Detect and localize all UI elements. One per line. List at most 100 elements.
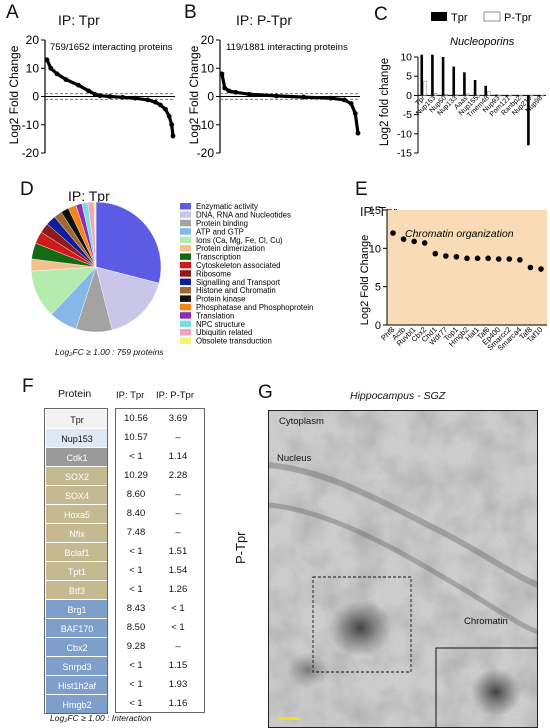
tpr-value: 10.56 [124, 413, 148, 424]
data-point [421, 240, 428, 246]
panel-c-ylabel: Log2 fold change [379, 58, 391, 146]
y-tick-label: 10 [26, 61, 40, 75]
protein-cell: SOX2 [45, 466, 109, 487]
y-tick-label: -10 [22, 118, 40, 132]
legend-label: Protein dimerization [196, 244, 265, 253]
panel-c-subtitle: Nucleoporins [450, 36, 515, 48]
fold-change-curve [220, 72, 360, 135]
legend-label: Enzymatic activity [196, 202, 258, 211]
bar-ptpr [444, 93, 448, 96]
legend-label: Transcription [196, 253, 241, 262]
tpr-value: < 1 [129, 546, 143, 557]
y-tick-label: 0 [32, 90, 39, 104]
data-point [145, 97, 151, 103]
y-tick-label: 0 [406, 90, 412, 102]
panel-a-title: IP: Tpr [58, 12, 100, 28]
data-point [517, 257, 523, 263]
data-point [170, 133, 176, 139]
y-tick-label: -10 [397, 128, 412, 140]
legend-label: ATP and GTP [196, 227, 244, 236]
y-tick-label: 20 [201, 33, 215, 47]
data-point [92, 91, 98, 97]
panel-letter-d: D [20, 179, 34, 200]
legend-swatch-ptpr [483, 11, 501, 22]
data-point [120, 94, 125, 100]
data-point [76, 82, 81, 88]
legend-label: Histone and Chromatin [196, 286, 276, 295]
data-point [274, 93, 279, 99]
bar-ptpr [434, 93, 438, 96]
data-point [342, 97, 347, 103]
panel-letter-f: F [22, 376, 34, 397]
y-tick-label: 15 [369, 205, 381, 217]
legend-swatch [180, 203, 191, 210]
protein-cell: Hoxa5 [45, 504, 109, 525]
panel-b-title: IP: P-Tpr [236, 12, 293, 28]
data-point [328, 95, 334, 101]
data-point [152, 99, 158, 105]
legend-label-ptpr: P-Tpr [504, 12, 532, 24]
panel-e-ylabel: Log2 Fold Change [359, 235, 371, 326]
legend-swatch [180, 329, 191, 336]
bar-tpr [484, 85, 488, 96]
panel-letter-b: B [184, 2, 197, 23]
bar-ptpr [455, 94, 459, 96]
data-point [222, 85, 228, 91]
ptpr-value: 1.26 [168, 584, 188, 595]
tpr-value: 7.48 [126, 527, 146, 538]
ptpr-value: – [175, 508, 181, 519]
panel-a: A IP: Tpr Log2 Fold Change 759/1652 inte… [0, 0, 185, 170]
protein-cell: Nup153 [45, 428, 109, 449]
y-tick-label: -10 [197, 118, 215, 132]
data-point [538, 266, 544, 272]
panel-b: B IP: P-Tpr Log2 Fold Change 119/1881 in… [180, 0, 370, 170]
legend-swatch [180, 312, 191, 319]
legend-swatch [180, 303, 191, 311]
table-value-box [115, 408, 205, 713]
data-point [158, 102, 163, 108]
data-point [485, 255, 491, 262]
protein-cell: Hist1h2af [45, 675, 109, 696]
col-header-tpr: IP: Tpr [116, 390, 145, 401]
panel-letter-a: A [6, 2, 19, 23]
bar-ptpr [508, 95, 512, 97]
em-label-nucleus: Nucleus [277, 453, 312, 464]
tpr-value: 10.57 [124, 432, 148, 443]
ptpr-value: < 1 [171, 603, 185, 614]
tpr-value: < 1 [129, 698, 143, 709]
bar-tpr [420, 54, 424, 96]
legend-swatch-tpr [431, 12, 447, 21]
panel-b-chart: Log2 Fold Change 119/1881 interacting pr… [187, 33, 361, 160]
bar-tpr [505, 95, 509, 97]
data-point [348, 101, 354, 106]
panel-letter-g: G [258, 382, 273, 403]
legend-swatch [180, 219, 191, 227]
bar-ptpr [487, 91, 491, 96]
legend-swatch [180, 287, 191, 294]
legend-label: Cytoskeleton associated [196, 261, 281, 270]
bar-ptpr [423, 80, 427, 96]
data-point [63, 77, 69, 82]
tpr-value: 8.40 [126, 508, 146, 519]
y-tick-label: 5 [406, 71, 412, 83]
protein-cell: Cdk1 [45, 447, 109, 468]
bar-ptpr [530, 95, 534, 97]
data-point [163, 106, 168, 112]
y-tick-label: -5 [403, 109, 412, 121]
data-point [432, 250, 439, 257]
data-point [226, 88, 232, 94]
legend-label: DNA, RNA and Nucleotides [196, 211, 291, 220]
protein-cell: Tpr [45, 409, 109, 430]
data-point [390, 230, 396, 236]
y-tick-label: -20 [197, 146, 215, 160]
legend-swatch [180, 245, 191, 252]
tpr-value: 10.29 [124, 470, 148, 481]
em-label-chromatin: Chromatin [464, 616, 508, 627]
tpr-value: 8.60 [126, 489, 146, 500]
ptpr-value: 1.54 [168, 565, 188, 576]
bar-ptpr [476, 95, 480, 98]
em-micrograph [268, 410, 538, 728]
ptpr-value: 2.28 [168, 470, 188, 481]
panel-e-subtitle: Chromatin organization [405, 228, 514, 240]
protein-cell: Tpt1 [45, 561, 109, 582]
